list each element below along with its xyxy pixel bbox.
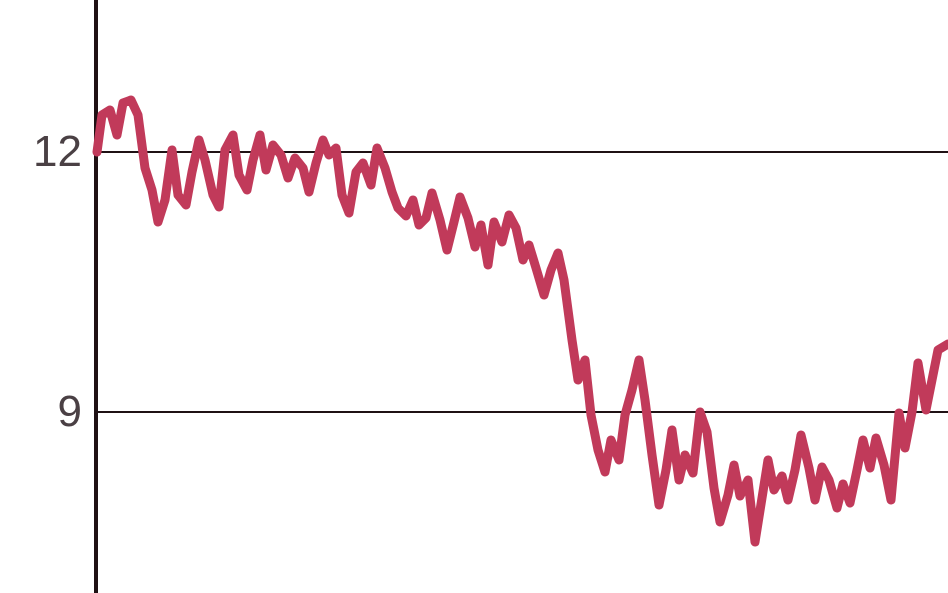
y-tick-label: 12	[33, 127, 82, 177]
line-chart: 12 9	[0, 0, 948, 593]
chart-svg	[0, 0, 948, 593]
y-tick-label: 9	[58, 387, 82, 437]
chart-background	[0, 0, 948, 593]
